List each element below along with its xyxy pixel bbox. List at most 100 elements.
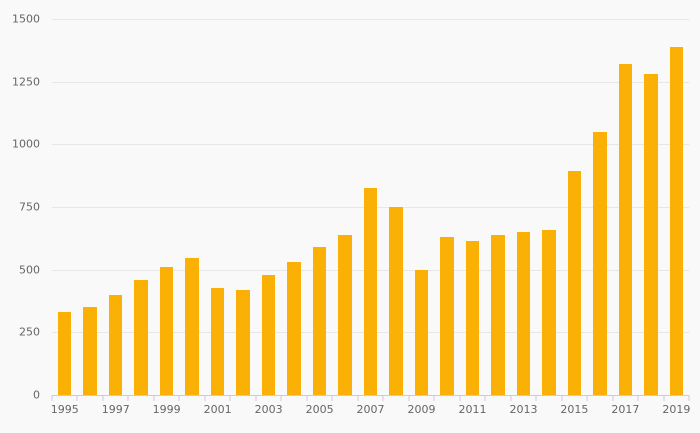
x-axis-tick	[663, 395, 665, 401]
bar-slot-2010	[434, 19, 459, 395]
bar-2015[interactable]	[567, 170, 582, 395]
bar-2017[interactable]	[618, 64, 633, 395]
x-axis-line	[52, 395, 689, 396]
x-tick-label-2013: 2013	[509, 403, 538, 416]
x-axis-tick	[688, 395, 690, 401]
x-tick-label-2005: 2005	[305, 403, 334, 416]
bar-2011[interactable]	[465, 240, 480, 395]
bar-slot-2009: 2009	[408, 19, 436, 416]
bar-slot-2001: 2001	[204, 19, 232, 416]
x-axis-tick	[76, 395, 78, 401]
bar-2004[interactable]	[287, 262, 301, 395]
x-axis-tick	[127, 395, 129, 401]
bar-2009[interactable]	[414, 269, 429, 395]
bar-slot-2011: 2011	[458, 19, 486, 416]
bar-slot-2015: 2015	[560, 19, 588, 416]
bar-2012[interactable]	[491, 234, 505, 395]
bar-slot-2018	[638, 19, 663, 395]
bar-2010[interactable]	[440, 237, 454, 395]
x-tick-label-1995: 1995	[50, 403, 79, 416]
bar-2018[interactable]	[644, 74, 658, 395]
x-tick-label-2017: 2017	[611, 403, 640, 416]
x-axis-tick	[229, 395, 231, 401]
x-axis-tick	[510, 395, 512, 401]
y-tick-label-1250: 1250	[12, 75, 40, 89]
bar-slot-2002	[230, 19, 255, 395]
x-tick-label-2019: 2019	[662, 403, 691, 416]
bar-1995[interactable]	[57, 312, 72, 395]
y-tick-label-750: 750	[19, 200, 40, 214]
bar-slot-1997: 1997	[102, 19, 130, 416]
x-axis-tick	[408, 395, 410, 401]
x-tick-label-2003: 2003	[254, 403, 283, 416]
x-axis-tick	[382, 395, 384, 401]
bar-2016[interactable]	[593, 131, 607, 395]
plot-area: 1995 1997 1999 2001 2003 2005 2007 2009 2011 2013…	[51, 19, 690, 416]
bar-slot-1996	[77, 19, 102, 395]
bar-slot-2016	[587, 19, 612, 395]
x-axis-tick	[178, 395, 180, 401]
x-axis-tick	[433, 395, 435, 401]
x-axis-tick	[535, 395, 537, 401]
bar-slot-2014	[536, 19, 561, 395]
bar-slot-2017: 2017	[611, 19, 639, 416]
x-tick-label-2011: 2011	[458, 403, 487, 416]
x-axis-tick	[637, 395, 639, 401]
bar-1997[interactable]	[108, 294, 123, 395]
bar-slot-2004	[281, 19, 306, 395]
bar-slot-2007: 2007	[357, 19, 385, 416]
x-axis-tick	[612, 395, 614, 401]
y-tick-label-0: 0	[33, 388, 40, 402]
x-tick-label-2007: 2007	[356, 403, 385, 416]
bar-slot-2003: 2003	[255, 19, 283, 416]
x-axis-tick	[306, 395, 308, 401]
x-axis-tick	[204, 395, 206, 401]
bar-slot-2013: 2013	[509, 19, 537, 416]
x-tick-label-2009: 2009	[407, 403, 436, 416]
bar-2003[interactable]	[261, 274, 276, 395]
bar-slot-2006	[332, 19, 357, 395]
bar-slot-2019: 2019	[662, 19, 690, 416]
bar-slot-1995: 1995	[51, 19, 79, 416]
y-tick-label-1500: 1500	[12, 12, 40, 26]
bar-slot-1999: 1999	[153, 19, 181, 416]
x-axis-tick	[280, 395, 282, 401]
bar-2005[interactable]	[312, 247, 327, 395]
gridline-1250	[52, 81, 689, 83]
bar-2007[interactable]	[363, 188, 378, 395]
bar-1999[interactable]	[159, 267, 174, 395]
x-axis-tick	[484, 395, 486, 401]
x-tick-label-1997: 1997	[101, 403, 130, 416]
x-tick-label-1999: 1999	[152, 403, 181, 416]
x-axis-tick	[331, 395, 333, 401]
x-axis-tick	[357, 395, 359, 401]
bar-1996[interactable]	[83, 307, 97, 395]
bar-slot-2012	[485, 19, 510, 395]
bar-2019[interactable]	[669, 46, 684, 395]
x-axis-tick	[459, 395, 461, 401]
bar-2001[interactable]	[210, 288, 225, 395]
bar-slot-2008	[383, 19, 408, 395]
bar-slot-2000	[179, 19, 204, 395]
x-axis-tick	[102, 395, 104, 401]
bar-1998[interactable]	[134, 279, 148, 395]
y-tick-label-250: 250	[19, 325, 40, 339]
bar-2000[interactable]	[185, 258, 199, 395]
bar-2013[interactable]	[516, 232, 531, 395]
gridline-1000	[52, 144, 689, 146]
x-axis-tick	[586, 395, 588, 401]
x-tick-label-2015: 2015	[560, 403, 589, 416]
bar-2014[interactable]	[542, 229, 556, 395]
bar-2002[interactable]	[236, 289, 250, 395]
y-tick-label-500: 500	[19, 263, 40, 277]
bar-slot-2005: 2005	[306, 19, 334, 416]
x-axis-tick	[255, 395, 257, 401]
bar-2006[interactable]	[338, 234, 352, 395]
x-axis-tick	[561, 395, 563, 401]
y-axis: 0 250 500 750 1000 1250 1500	[0, 13, 40, 402]
bar-2008[interactable]	[389, 207, 403, 395]
bars-row: 1995 1997 1999 2001 2003 2005 2007 2009 2011 2013…	[51, 19, 690, 416]
x-axis-tick	[51, 395, 53, 401]
x-tick-label-2001: 2001	[203, 403, 232, 416]
